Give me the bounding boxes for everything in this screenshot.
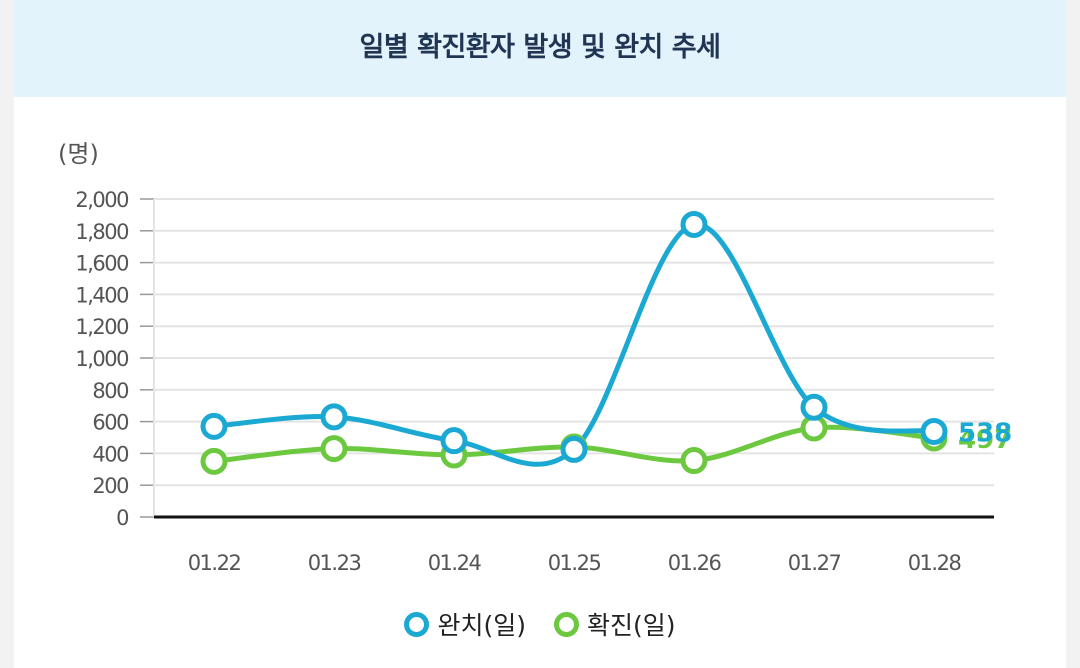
data-point[interactable] bbox=[920, 417, 948, 445]
legend-marker-confirmed bbox=[554, 611, 579, 637]
data-point[interactable] bbox=[440, 427, 468, 455]
x-tick-label: 01.26 bbox=[668, 551, 722, 575]
chart-title: 일별 확진환자 발생 및 완치 추세 bbox=[359, 32, 721, 63]
legend-label-recovered: 완치(일) bbox=[437, 611, 526, 640]
y-tick-label: 1,600 bbox=[75, 252, 128, 276]
y-tick-label: 1,400 bbox=[75, 283, 128, 307]
series-points bbox=[200, 210, 948, 475]
last-value-label: 538 bbox=[958, 418, 1012, 448]
last-value-label: 497 bbox=[958, 425, 1012, 455]
y-tick-label: 0 bbox=[116, 506, 128, 530]
y-tick-label: 1,200 bbox=[75, 315, 128, 339]
data-point[interactable] bbox=[800, 393, 828, 421]
chart-header: 일별 확진환자 발생 및 완치 추세 bbox=[14, 0, 1066, 97]
chart-card: 일별 확진환자 발생 및 완치 추세 bbox=[14, 0, 1066, 668]
data-point[interactable] bbox=[320, 403, 348, 431]
chart-legend: 완치(일) 확진(일) bbox=[0, 606, 1080, 642]
data-point[interactable] bbox=[200, 447, 228, 475]
y-tick-label: 600 bbox=[92, 411, 128, 435]
x-tick-label: 01.23 bbox=[308, 551, 361, 575]
x-tick-label: 01.27 bbox=[788, 551, 841, 575]
x-tick-label: 01.24 bbox=[428, 551, 482, 575]
y-tick-label: 1,800 bbox=[75, 220, 128, 244]
data-point[interactable] bbox=[680, 447, 708, 475]
y-tick-label: 200 bbox=[92, 474, 128, 498]
x-axis-ticks: 01.22 01.23 01.24 01.25 01.26 01.27 01.28 bbox=[188, 551, 962, 575]
data-point[interactable] bbox=[560, 435, 588, 463]
x-tick-label: 01.25 bbox=[548, 551, 601, 575]
legend-label-confirmed: 확진(일) bbox=[587, 611, 676, 640]
data-point[interactable] bbox=[320, 435, 348, 463]
y-tick-label: 800 bbox=[92, 379, 128, 403]
y-tick-label: 2,000 bbox=[75, 188, 128, 212]
x-tick-label: 01.28 bbox=[908, 551, 961, 575]
legend-item-confirmed[interactable]: 확진(일) bbox=[554, 606, 676, 642]
y-tick-label: 1,000 bbox=[75, 347, 128, 371]
y-tick-label: 400 bbox=[92, 442, 128, 466]
x-tick-label: 01.22 bbox=[188, 551, 241, 575]
data-point[interactable] bbox=[200, 412, 228, 440]
gridlines bbox=[140, 198, 994, 519]
data-point[interactable] bbox=[680, 210, 708, 238]
y-axis-unit-label: (명) bbox=[58, 140, 99, 168]
legend-marker-recovered bbox=[404, 611, 430, 637]
y-axis-ticks: 0 200 400 600 800 1,000 1,200 1,400 1,600 1,800 2,… bbox=[75, 188, 129, 530]
legend-item-recovered[interactable]: 완치(일) bbox=[404, 606, 526, 642]
